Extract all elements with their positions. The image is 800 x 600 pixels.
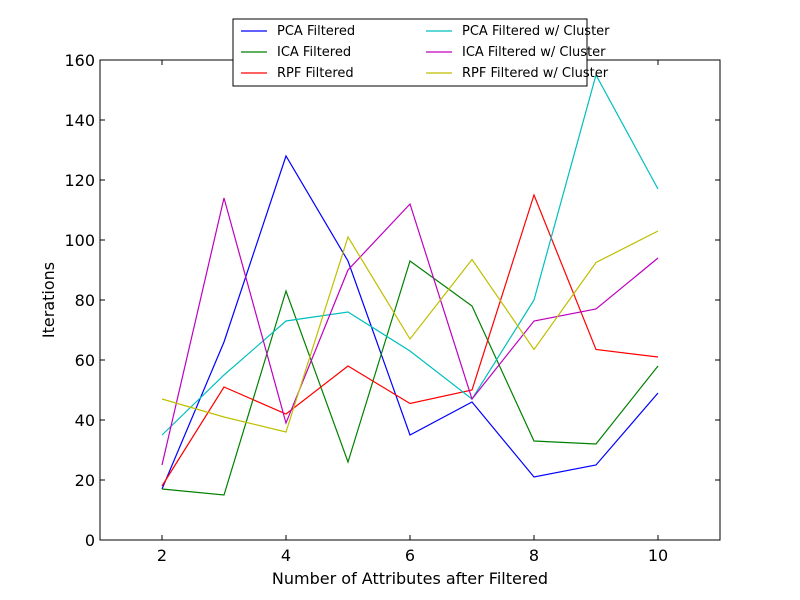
x-tick-label: 2 <box>157 546 167 565</box>
y-tick-label: 40 <box>75 411 95 430</box>
legend: PCA Filtered ICA Filtered RPF Filtered PCA … <box>232 18 610 87</box>
series-line-5 <box>161 197 659 466</box>
y-tick-label: 100 <box>64 231 95 250</box>
y-tick-label: 120 <box>64 171 95 190</box>
y-tick-label: 60 <box>75 351 95 370</box>
series-line-2 <box>161 260 659 496</box>
legend-label: PCA Filtered <box>277 24 355 39</box>
legend-label: ICA Filtered <box>277 45 351 60</box>
legend-box <box>232 18 588 87</box>
x-tick-label: 4 <box>281 546 291 565</box>
legend-label: PCA Filtered w/ Cluster <box>462 24 610 39</box>
y-axis-label: Iterations <box>39 262 58 338</box>
series-line-1 <box>161 154 659 490</box>
plot-lines <box>161 73 659 496</box>
y-tick-label: 140 <box>64 111 95 130</box>
x-tick-label: 6 <box>405 546 415 565</box>
y-tick-label: 80 <box>75 291 95 310</box>
x-axis-label: Number of Attributes after Filtered <box>272 569 548 588</box>
legend-label: RPF Filtered <box>277 66 354 81</box>
y-tick-label: 20 <box>75 471 95 490</box>
legend-label: ICA Filtered w/ Cluster <box>462 45 606 60</box>
series-line-4 <box>161 73 659 436</box>
y-tick-label: 0 <box>85 531 95 550</box>
legend-label: RPF Filtered w/ Cluster <box>462 66 609 81</box>
y-tick-label: 160 <box>64 51 95 70</box>
series-line-6 <box>161 230 659 433</box>
x-tick-label: 8 <box>529 546 539 565</box>
series-line-3 <box>161 193 659 487</box>
x-tick-label: 10 <box>648 546 668 565</box>
